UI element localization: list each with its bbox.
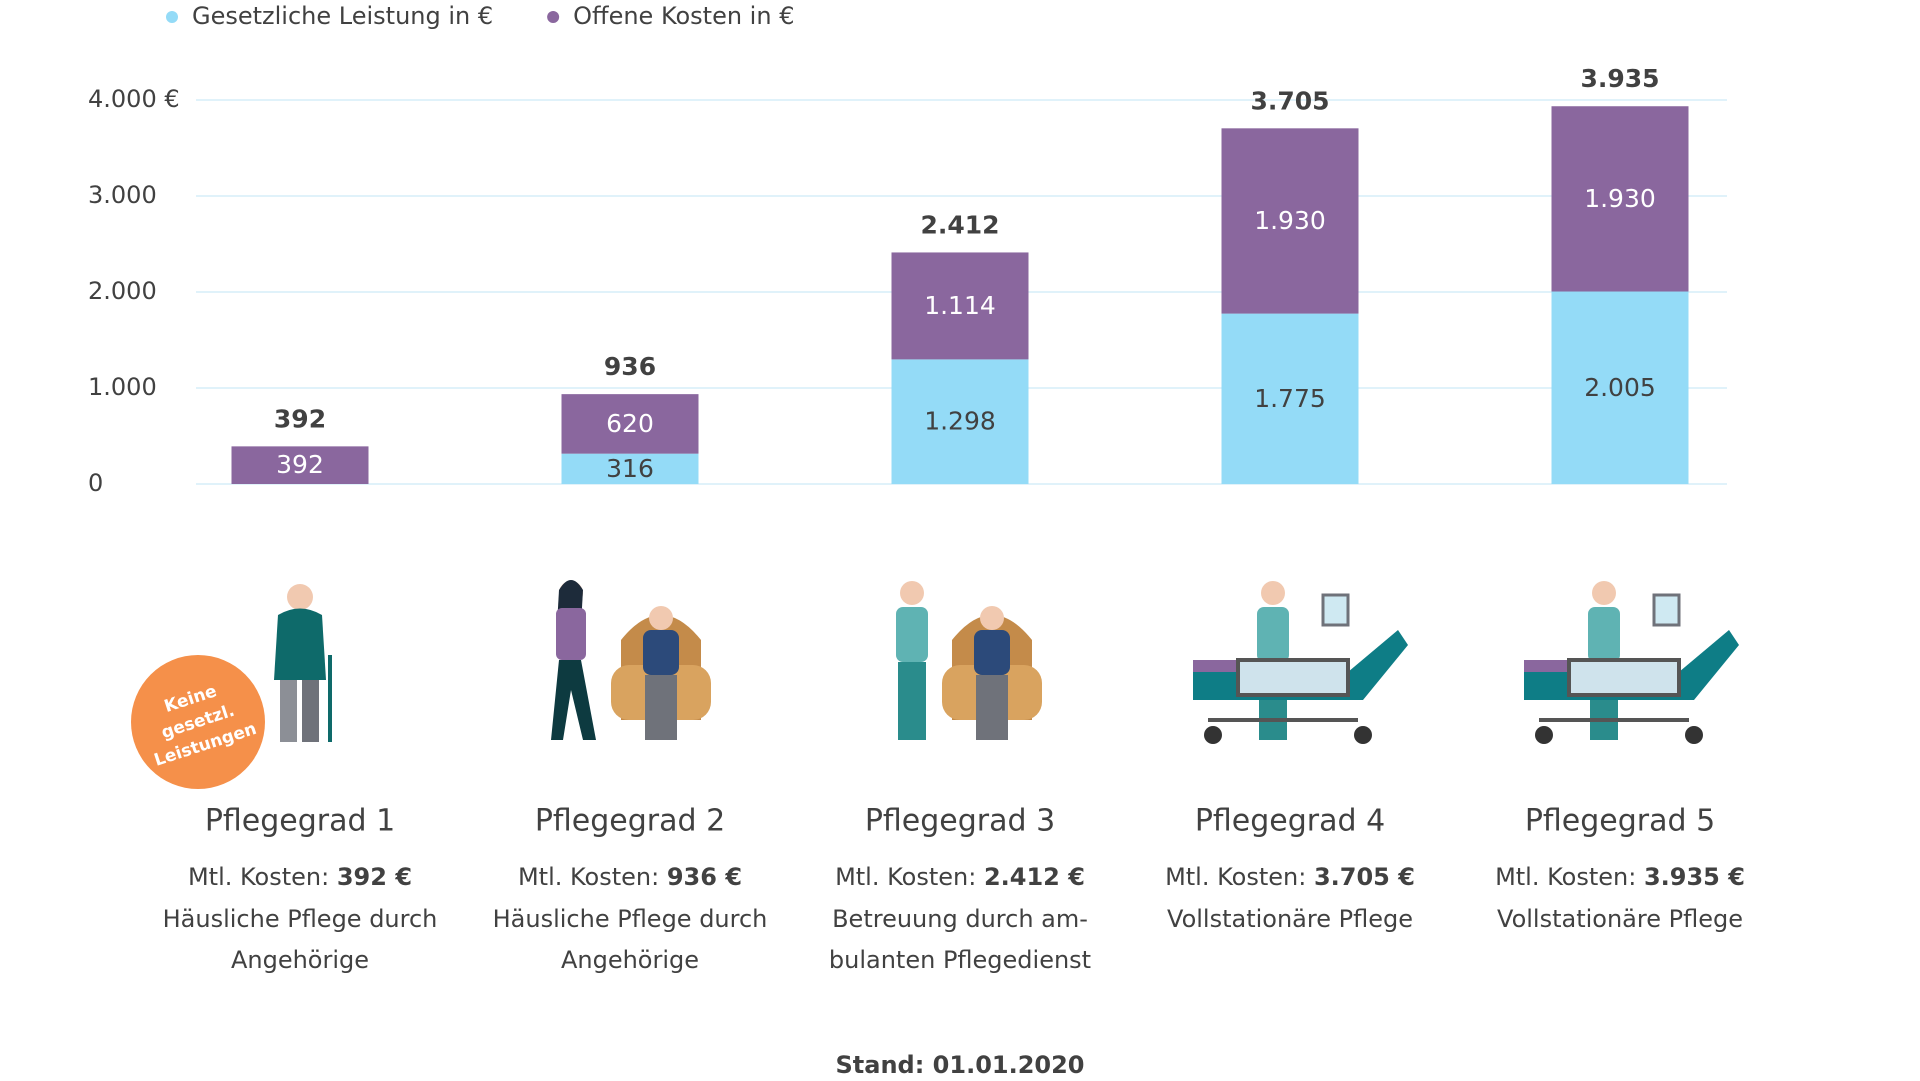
card-title: Pflegegrad 1 [205, 804, 395, 839]
segment-label: 1.298 [924, 407, 996, 436]
segment-label: 2.005 [1584, 373, 1656, 402]
card-description: Vollstationäre Pflege [1497, 905, 1743, 933]
illustration [1524, 581, 1739, 744]
card-cost: Mtl. Kosten: 3.935 € [1495, 863, 1745, 891]
segment-label: 620 [606, 409, 654, 438]
segment-label: 1.114 [924, 291, 996, 320]
cost-value: 392 € [337, 863, 412, 891]
cost-value: 3.935 € [1644, 863, 1745, 891]
card-description: Vollstationäre Pflege [1167, 905, 1413, 933]
segment-label: 1.930 [1254, 206, 1326, 235]
cost-prefix: Mtl. Kosten: [835, 863, 976, 891]
bar-segment [1221, 313, 1359, 484]
total-label: 3.705 [1250, 86, 1329, 115]
illustration [274, 584, 332, 742]
card-description: Häusliche Pflege durch [493, 905, 768, 933]
segment-label: 316 [606, 454, 654, 483]
card-cost: Mtl. Kosten: 2.412 € [835, 863, 1085, 891]
illustration [1193, 581, 1408, 744]
bar-segment [1551, 106, 1689, 292]
card-description: Angehörige [231, 946, 369, 974]
card-description: Betreuung durch am- [832, 905, 1088, 933]
total-label: 2.412 [920, 210, 999, 239]
legend-label: Offene Kosten in € [573, 2, 794, 30]
y-tick-label: 2.000 [88, 277, 157, 305]
legend-marker [166, 11, 178, 23]
bar-segment [561, 394, 699, 454]
bar-segment [561, 453, 699, 484]
segment-label: 1.775 [1254, 384, 1326, 413]
cost-prefix: Mtl. Kosten: [518, 863, 659, 891]
bar-segment [891, 252, 1029, 360]
card-title: Pflegegrad 5 [1525, 804, 1715, 839]
segment-label: 392 [276, 450, 324, 479]
y-tick-label: 1.000 [88, 373, 157, 401]
total-label: 936 [604, 352, 656, 381]
cost-prefix: Mtl. Kosten: [188, 863, 329, 891]
card-cost: Mtl. Kosten: 3.705 € [1165, 863, 1415, 891]
bar-segment [891, 359, 1029, 484]
y-tick-label: 3.000 [88, 181, 157, 209]
cost-value: 2.412 € [984, 863, 1085, 891]
legend-marker [547, 11, 560, 23]
illustrations [274, 580, 1739, 744]
total-label: 3.935 [1580, 64, 1659, 93]
cost-prefix: Mtl. Kosten: [1165, 863, 1306, 891]
bar-segment [1551, 291, 1689, 484]
badge-circle [131, 655, 265, 789]
card-description: bulanten Pflegedienst [829, 946, 1091, 974]
segment-label: 1.930 [1584, 184, 1656, 213]
total-label: 392 [274, 404, 326, 433]
cost-value: 3.705 € [1314, 863, 1415, 891]
badge: Keine gesetzl. Leistungen [131, 655, 265, 789]
card-title: Pflegegrad 3 [865, 804, 1055, 839]
card-description: Häusliche Pflege durch [163, 905, 438, 933]
cost-value: 936 € [667, 863, 742, 891]
card-title: Pflegegrad 2 [535, 804, 725, 839]
card-description: Angehörige [561, 946, 699, 974]
y-tick-label: 4.000 € [88, 85, 180, 113]
illustration [551, 580, 711, 740]
illustration [896, 581, 1042, 740]
card-cost: Mtl. Kosten: 936 € [518, 863, 742, 891]
y-tick-label: 0 [88, 469, 103, 497]
card-title: Pflegegrad 4 [1195, 804, 1385, 839]
cost-prefix: Mtl. Kosten: [1495, 863, 1636, 891]
bar-segment [1221, 128, 1359, 314]
bar-segment [231, 446, 369, 484]
footer: Stand: 01.01.2020 [836, 1051, 1085, 1079]
legend-label: Gesetzliche Leistung in € [192, 2, 493, 30]
card-cost: Mtl. Kosten: 392 € [188, 863, 412, 891]
